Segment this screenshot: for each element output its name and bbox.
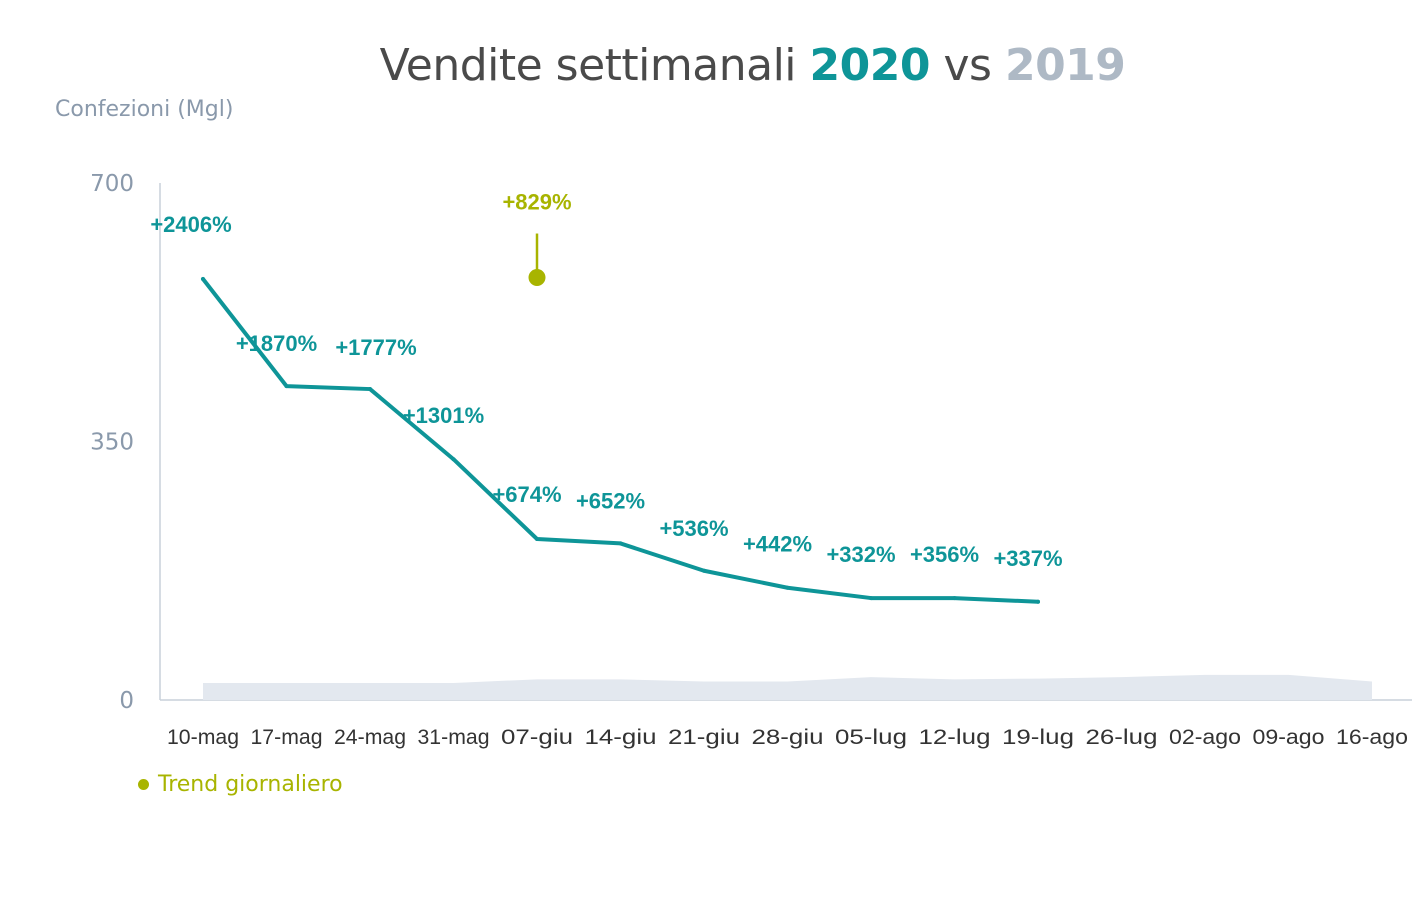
series-2020-point — [618, 541, 623, 546]
series-2020-point — [535, 536, 539, 541]
legend: Trend giornaliero — [138, 772, 343, 797]
title-year-2019: 2019 — [1004, 40, 1126, 91]
x-tick-label: 28-giu — [752, 726, 824, 749]
x-tick-label: 09-ago — [1253, 726, 1325, 749]
series-2020-point — [201, 277, 205, 282]
data-label-2020: +337% — [993, 546, 1062, 571]
series-2020-point — [702, 568, 706, 573]
series-2020-point — [368, 387, 372, 392]
y-tick-label: 350 — [90, 430, 134, 456]
x-tick-label: 17-mag — [251, 726, 323, 749]
x-tick-label: 31-mag — [418, 726, 490, 749]
title-prefix: Vendite settimanali — [379, 40, 797, 91]
title-year-2020: 2020 — [809, 40, 931, 91]
y-axis-title: Confezioni (Mgl) — [55, 97, 234, 122]
x-tick-label: 26-lug — [1086, 726, 1158, 749]
data-label-2020: +332% — [826, 542, 895, 567]
y-tick-label: 700 — [90, 171, 134, 197]
x-tick-label: 12-lug — [919, 726, 991, 749]
x-tick-label: 19-lug — [1002, 726, 1074, 749]
series-2020-point — [785, 585, 790, 590]
x-tick-label: 21-giu — [668, 726, 740, 749]
chart-title: Vendite settimanali 2020 vs 2019 — [0, 40, 1422, 91]
data-label-2020: +536% — [659, 516, 728, 541]
x-tick-label: 14-giu — [585, 726, 657, 749]
title-vs: vs — [943, 40, 992, 91]
data-label-2020: +1777% — [335, 335, 416, 360]
x-tick-label: 24-mag — [334, 726, 406, 749]
x-tick-label: 10-mag — [167, 726, 239, 749]
y-tick-label: 0 — [119, 688, 134, 714]
legend-trend-marker — [138, 779, 149, 790]
x-tick-label: 07-giu — [501, 726, 573, 749]
trend-marker — [528, 269, 546, 287]
data-label-2020: +1301% — [403, 403, 484, 428]
series-2020-point — [284, 384, 289, 389]
data-label-2020: +652% — [576, 488, 645, 513]
series-2020-point — [451, 457, 456, 462]
x-tick-label: 02-ago — [1169, 726, 1241, 749]
x-tick-label: 16-ago — [1336, 726, 1408, 749]
series-2020-point — [1036, 599, 1040, 604]
x-tick-label: 05-lug — [835, 726, 907, 749]
data-label-2020: +2406% — [150, 212, 231, 237]
trend-label: +829% — [502, 190, 571, 215]
series-2020-point — [869, 596, 873, 601]
series-2020-point — [952, 596, 957, 601]
series-2019-area — [203, 674, 1372, 700]
data-label-2020: +356% — [910, 542, 979, 567]
data-label-2020: +442% — [743, 532, 812, 557]
data-label-2020: +674% — [492, 482, 561, 507]
legend-trend-label: Trend giornaliero — [158, 772, 343, 797]
data-label-2020: +1870% — [236, 331, 317, 356]
